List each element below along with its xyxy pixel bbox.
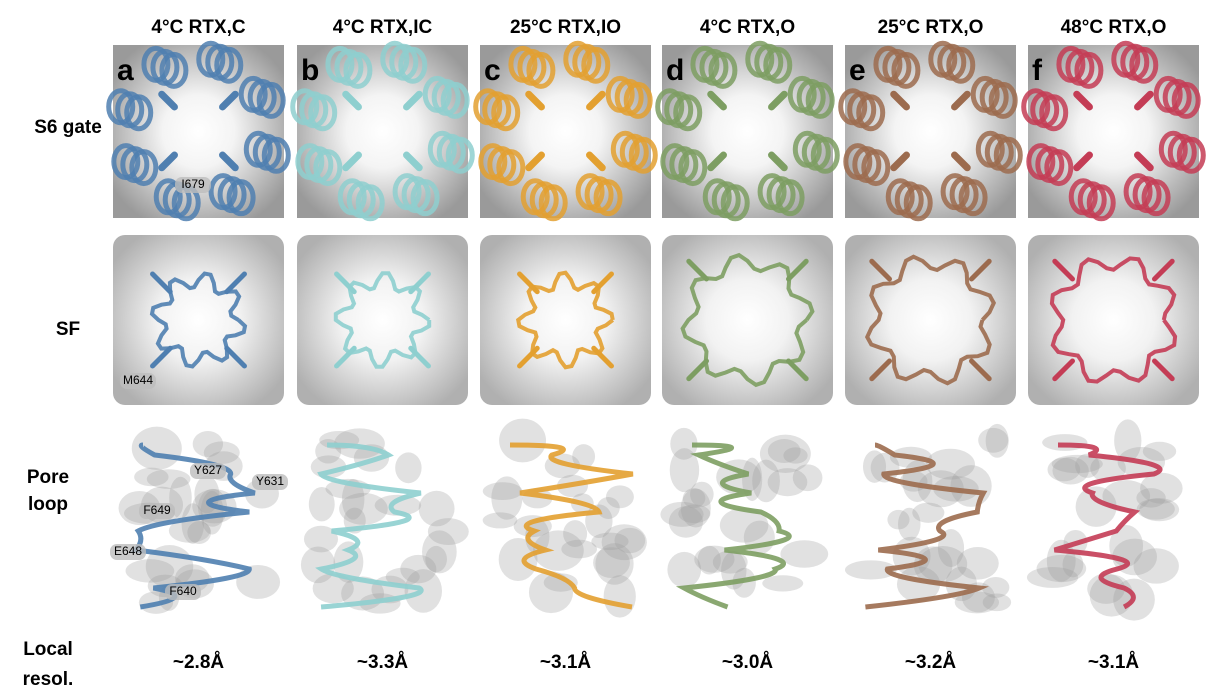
pore-tile [119, 427, 281, 614]
gate-tile [841, 43, 1021, 219]
resolution: ~2.8Å [173, 652, 225, 673]
pore-tile [660, 428, 828, 607]
panel-letter: e [849, 54, 866, 87]
density-blob [147, 469, 191, 489]
density-blob [236, 565, 280, 599]
density-blob [425, 546, 447, 572]
gate-tile [476, 43, 656, 219]
resolution: ~3.1Å [540, 652, 592, 673]
sf-tile [845, 235, 1016, 405]
density-blob [1027, 567, 1078, 588]
panel-letter: a [117, 54, 134, 87]
pore-tile [301, 428, 469, 613]
density-blob [983, 593, 1011, 611]
resolution: ~3.0Å [722, 652, 774, 673]
density-blob [1139, 498, 1179, 521]
column-header: 4°C RTX,O [700, 17, 795, 38]
density-blob [762, 575, 803, 591]
panel-letter: f [1032, 54, 1043, 87]
density-blob [126, 559, 175, 582]
residue-label: Y627 [194, 463, 222, 477]
density-blob [986, 424, 1009, 458]
density-blob [1090, 575, 1133, 617]
row-label: S6 gate [34, 117, 102, 138]
pore-tile [483, 419, 647, 618]
row-label: resol. [23, 669, 74, 688]
residue-label: I679 [181, 177, 205, 191]
density-blob [783, 447, 807, 463]
column-header: 48°C RTX,O [1061, 17, 1167, 38]
density-blob [193, 431, 223, 457]
gate-tile [1024, 43, 1204, 219]
gate-tile [293, 43, 473, 219]
residue-label: Y631 [256, 474, 284, 488]
density-blob [499, 419, 546, 463]
tile-bg [480, 235, 651, 405]
density-blob [595, 543, 633, 585]
density-blob [950, 465, 991, 507]
density-blob [863, 450, 886, 483]
row-label: Local [23, 639, 73, 660]
panel-letter: d [666, 54, 684, 87]
sf-tile [297, 235, 468, 405]
column-header: 4°C RTX,IC [333, 17, 433, 38]
panel-letter: c [484, 54, 501, 87]
gate-tile [658, 43, 838, 219]
column-header: 4°C RTX,C [151, 17, 245, 38]
residue-label: E648 [114, 544, 142, 558]
density-blob [1042, 434, 1087, 451]
sf-tile [1028, 235, 1199, 405]
resolution: ~3.2Å [905, 652, 957, 673]
density-blob [678, 505, 710, 524]
sf-tile [662, 235, 833, 405]
density-blob [752, 460, 780, 503]
density-blob [428, 518, 469, 545]
density-blob [780, 540, 828, 568]
density-blob [309, 487, 335, 521]
figure-svg: 4°C RTX,C a ~2.8Å 4°C RTX,IC b ~3.3Å 25°C RTX,… [0, 0, 1208, 688]
density-blob [793, 464, 823, 491]
density-blob [132, 427, 182, 470]
density-blob [339, 493, 388, 525]
density-blob [483, 482, 523, 500]
row-label: loop [28, 494, 68, 515]
density-blob [606, 485, 634, 508]
resolution: ~3.3Å [357, 652, 409, 673]
row-label: SF [56, 319, 80, 340]
density-blob [887, 510, 909, 529]
density-blob [483, 512, 518, 528]
pore-tile [1027, 419, 1183, 620]
row-label: Pore [27, 467, 69, 488]
panel-letter: b [301, 54, 319, 87]
residue-label: F640 [169, 584, 197, 598]
sf-tile [480, 235, 651, 405]
figure: 4°C RTX,C a ~2.8Å 4°C RTX,IC b ~3.3Å 25°C RTX,… [0, 0, 1208, 688]
tile-bg [297, 235, 468, 405]
residue-label: M644 [123, 373, 153, 387]
column-header: 25°C RTX,O [878, 17, 984, 38]
resolution: ~3.1Å [1088, 652, 1140, 673]
pore-tile [845, 424, 1011, 613]
density-blob [395, 452, 421, 483]
residue-label: F649 [143, 503, 171, 517]
column-header: 25°C RTX,IO [510, 17, 621, 38]
